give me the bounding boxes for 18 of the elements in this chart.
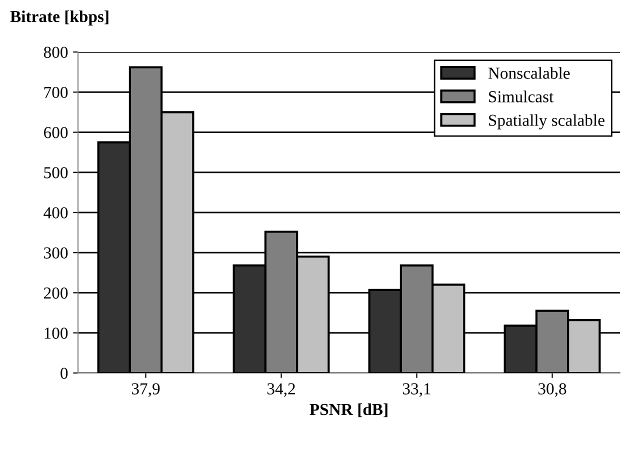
legend-label: Nonscalable: [488, 67, 570, 79]
y-tick-label: 400: [44, 207, 68, 218]
y-axis-title: Bitrate [kbps]: [10, 10, 108, 26]
x-tick-label: 37,9: [132, 383, 160, 397]
x-tick-label: 30,8: [538, 383, 566, 397]
y-tick-label: 800: [44, 46, 68, 58]
legend-label: Simulcast: [489, 90, 554, 102]
y-tick-label: 0: [60, 368, 68, 379]
y-tick-label: 200: [44, 287, 68, 299]
x-tick-label: 33,1: [402, 383, 430, 397]
x-axis-title: PSNR [dB]: [310, 403, 388, 418]
y-tick-label: 600: [44, 126, 68, 138]
y-tick-label: 700: [44, 86, 68, 98]
legend-label: Spatially scalable: [489, 114, 604, 130]
y-tick-label: 500: [44, 167, 68, 178]
y-tick-label: 300: [44, 247, 68, 259]
x-tick-label: 34,2: [267, 383, 295, 397]
y-tick-label: 100: [44, 328, 68, 339]
